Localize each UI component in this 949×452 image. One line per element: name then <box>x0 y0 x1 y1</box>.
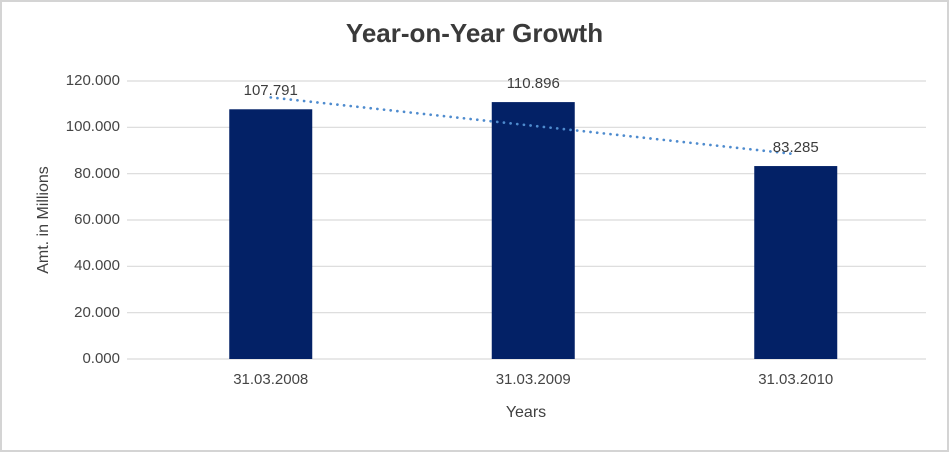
y-tick-label: 60.000 <box>74 211 120 228</box>
bar-31.03.2008[interactable] <box>229 109 313 359</box>
bar-31.03.2009[interactable] <box>491 102 575 359</box>
y-tick-label: 120.000 <box>65 72 120 89</box>
trendline[interactable] <box>269 96 798 156</box>
x-tick-label: 31.03.2010 <box>758 371 834 388</box>
y-tick-label: 100.000 <box>65 118 120 136</box>
data-label: 110.896 <box>506 75 560 93</box>
y-tick-label: 80.000 <box>74 164 120 182</box>
x-axis-title: Years <box>505 404 547 421</box>
data-label: 83.285 <box>772 139 819 157</box>
chart-title: Year-on-Year Growth <box>345 18 604 48</box>
bar-31.03.2010[interactable] <box>754 166 838 359</box>
x-tick-label: 31.03.2008 <box>233 371 309 388</box>
y-tick-label: 20.000 <box>74 303 120 321</box>
y-tick-label: 40.000 <box>74 257 120 275</box>
y-tick-label: 0.000 <box>82 350 120 367</box>
data-label: 107.791 <box>243 82 298 100</box>
x-tick-label: 31.03.2009 <box>495 371 571 388</box>
